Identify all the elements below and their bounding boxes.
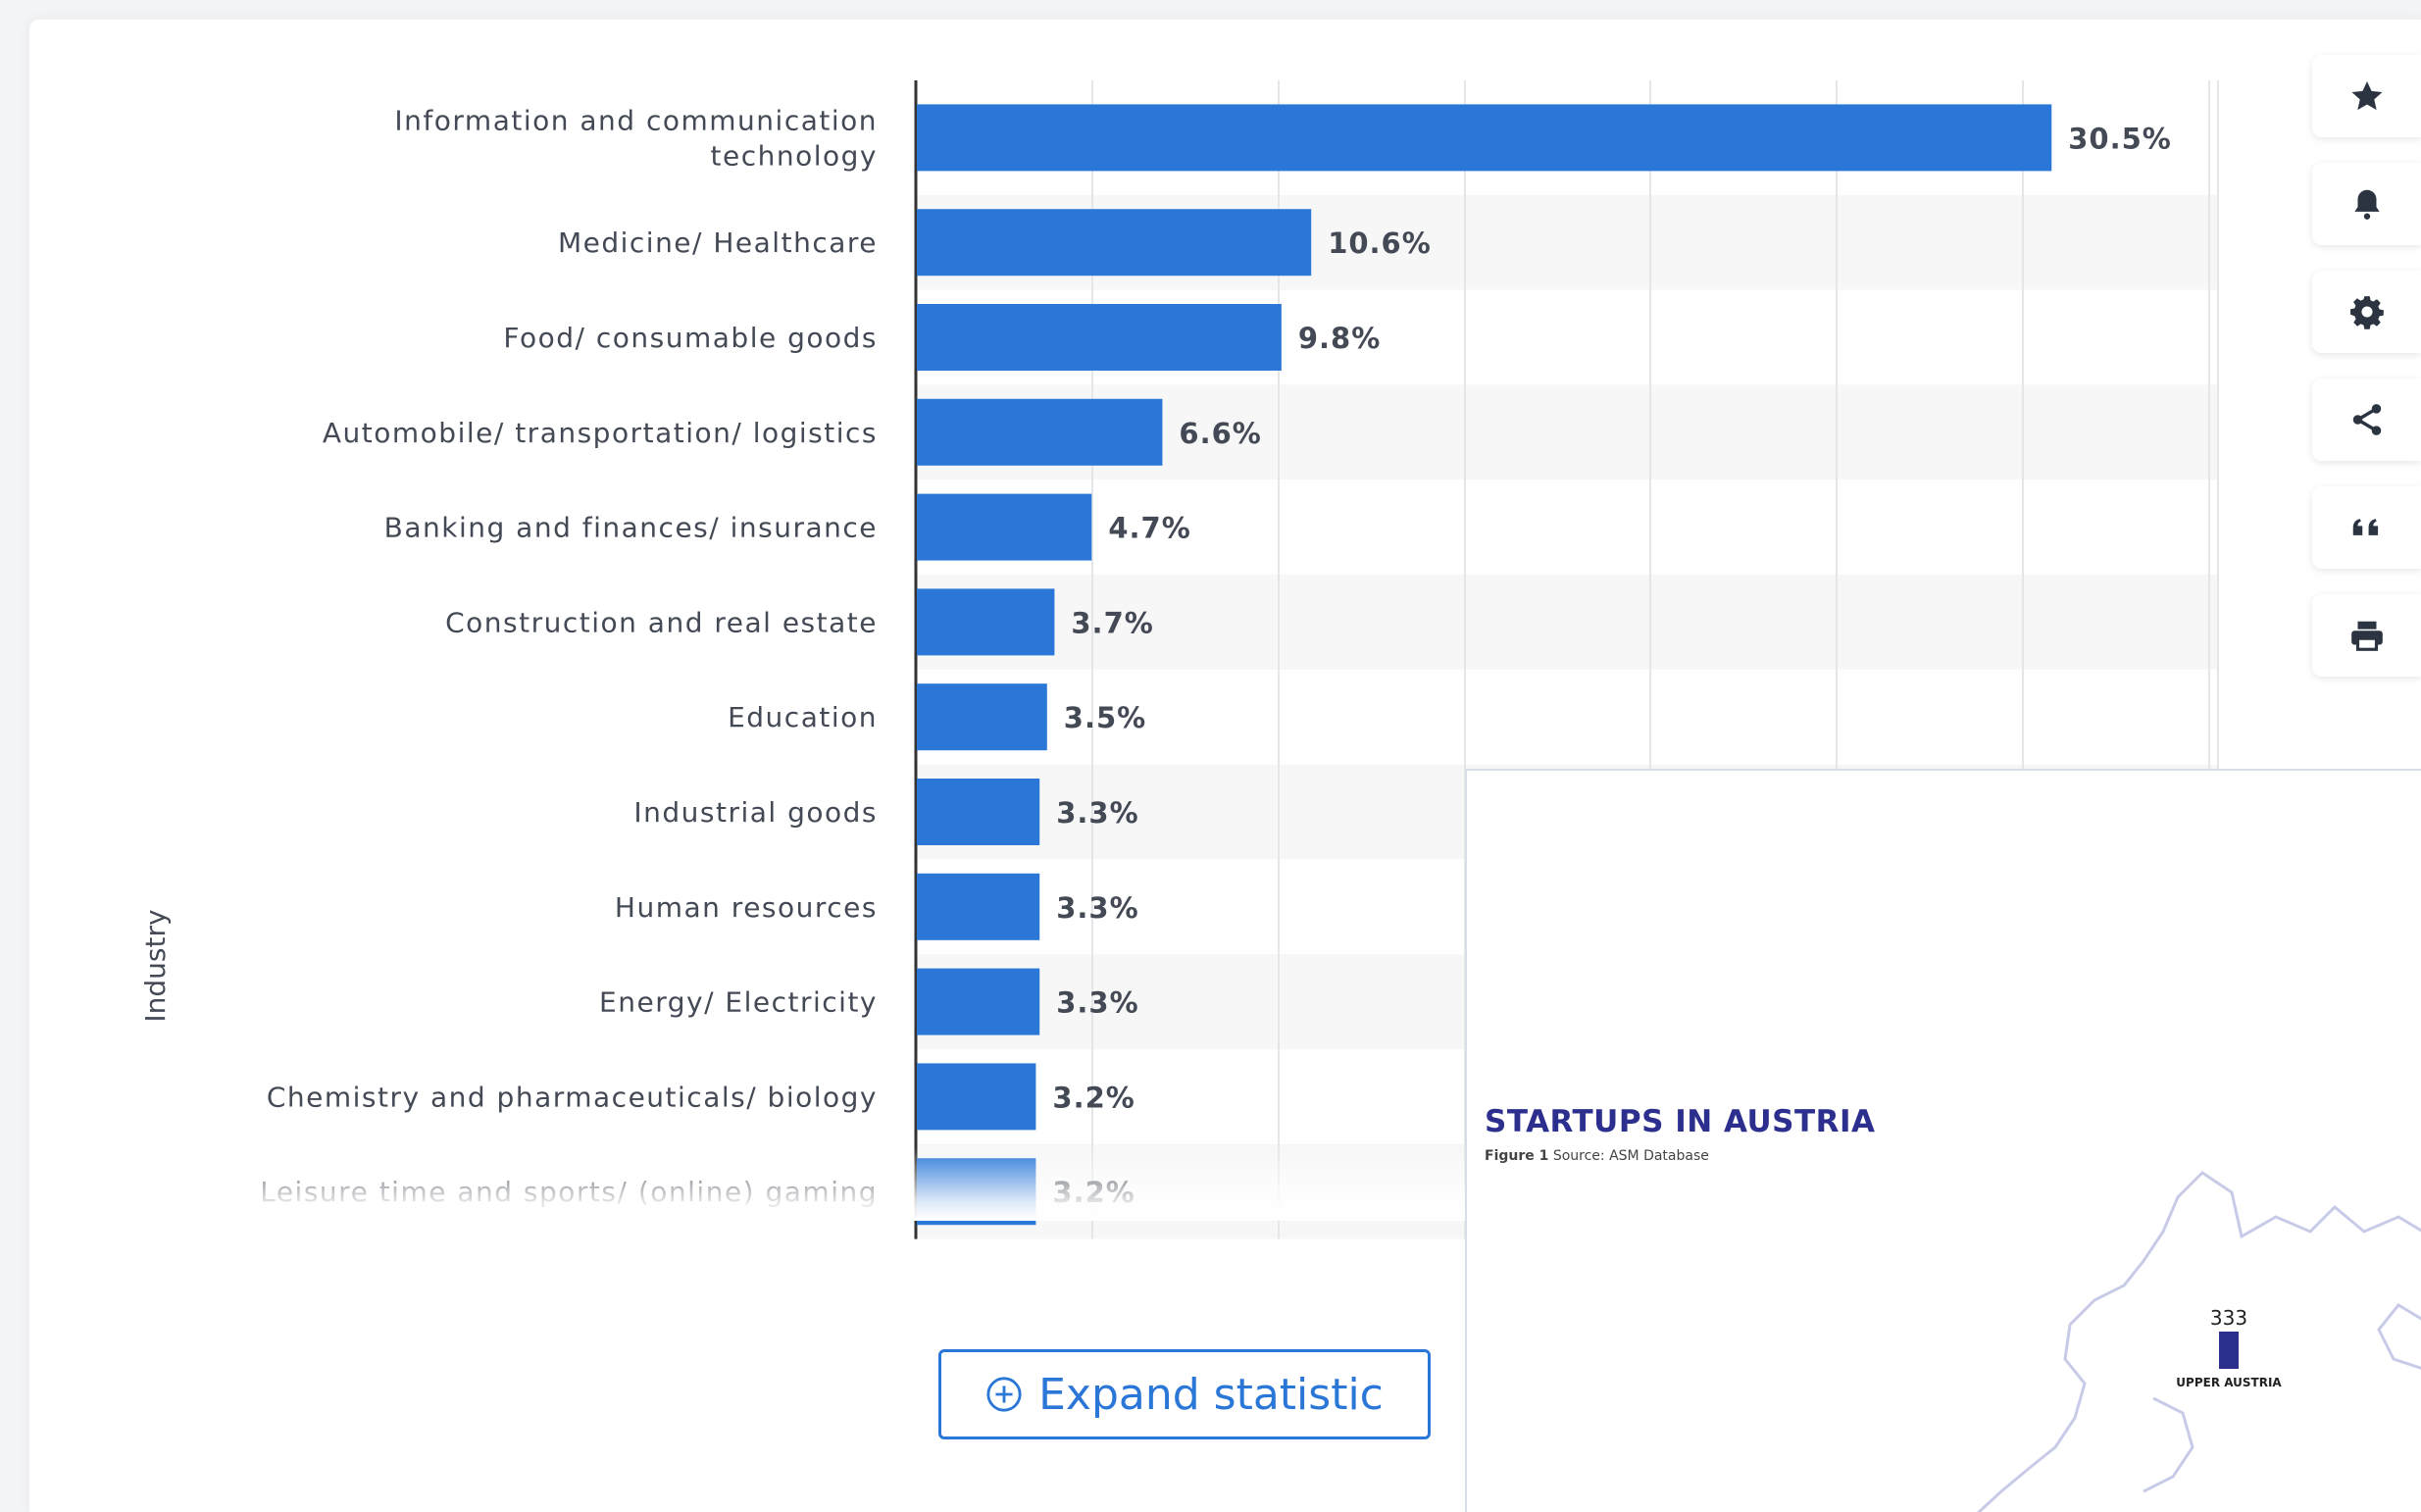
bar[interactable] — [917, 588, 1055, 656]
value-label: 9.8% — [1298, 322, 1381, 355]
map-region-label: UPPER AUSTRIA — [2176, 1376, 2282, 1389]
bar[interactable] — [917, 493, 1092, 561]
row-band — [916, 575, 2218, 670]
bar[interactable] — [917, 104, 2052, 172]
bar[interactable] — [917, 209, 1312, 277]
print-icon — [2350, 621, 2383, 651]
value-label: 3.7% — [1071, 606, 1153, 639]
category-label: Food/ consumable goods — [503, 322, 878, 354]
value-label: 3.2% — [1052, 1081, 1135, 1114]
bar[interactable] — [917, 683, 1047, 751]
favorite-button[interactable] — [2312, 55, 2421, 137]
share-icon — [2352, 404, 2381, 435]
category-label: Industrial goods — [633, 796, 878, 829]
value-label: 4.7% — [1108, 512, 1190, 545]
category-label: Automobile/ transportation/ logistics — [323, 417, 878, 449]
expand-statistic-button[interactable]: Expand statistic — [938, 1349, 1431, 1439]
y-axis-title: Industry — [139, 909, 172, 1022]
star-icon — [2350, 80, 2383, 111]
plus-circle-icon — [986, 1377, 1022, 1412]
value-label: 3.3% — [1056, 891, 1138, 925]
category-label: Energy/ Electricity — [599, 986, 878, 1019]
value-label: 3.5% — [1064, 701, 1146, 734]
chart-fade-overlay — [127, 1147, 1500, 1221]
value-label: 30.5% — [2068, 122, 2172, 155]
value-label: 10.6% — [1328, 227, 1432, 260]
bar[interactable] — [917, 398, 1163, 466]
notification-button[interactable] — [2312, 163, 2421, 245]
settings-button[interactable] — [2312, 271, 2421, 353]
category-label: technology — [711, 139, 878, 172]
category-label: Chemistry and pharmaceuticals/ biology — [267, 1081, 878, 1113]
category-label: Human resources — [615, 891, 878, 924]
caption-figure: Figure 1 — [1485, 1148, 1549, 1164]
preview-title: STARTUPS IN AUSTRIA — [1485, 1104, 1876, 1139]
bar[interactable] — [917, 873, 1040, 940]
value-label: 3.3% — [1056, 796, 1138, 830]
preview-caption: Figure 1 Source: ASM Database — [1485, 1148, 1709, 1164]
expand-statistic-label: Expand statistic — [1038, 1369, 1384, 1420]
category-label: Banking and finances/ insurance — [384, 512, 878, 544]
gear-icon — [2349, 296, 2384, 329]
category-label: Construction and real estate — [445, 606, 878, 638]
cite-button[interactable] — [2312, 486, 2421, 569]
bar[interactable] — [917, 304, 1282, 371]
quote-icon — [2352, 519, 2378, 535]
category-label: Medicine/ Healthcare — [558, 227, 878, 259]
share-button[interactable] — [2312, 378, 2421, 461]
value-label: 6.6% — [1179, 417, 1261, 450]
value-label: 3.3% — [1056, 986, 1138, 1020]
region-bar — [2219, 1332, 2239, 1369]
category-label: Education — [728, 701, 878, 733]
bar[interactable] — [917, 1063, 1036, 1131]
bar[interactable] — [917, 968, 1040, 1035]
bell-icon — [2353, 189, 2380, 220]
category-label: Information and communication — [394, 104, 878, 136]
startups-austria-preview[interactable]: 333 UPPER AUSTRIA STARTUPS IN AUSTRIA Fi… — [1465, 769, 2421, 1512]
bar[interactable] — [917, 779, 1040, 845]
caption-source: Source: ASM Database — [1552, 1148, 1709, 1164]
map-value: 333 — [2210, 1306, 2247, 1330]
austria-map-outline: 333 UPPER AUSTRIA — [1976, 1171, 2421, 1512]
print-button[interactable] — [2312, 594, 2421, 677]
